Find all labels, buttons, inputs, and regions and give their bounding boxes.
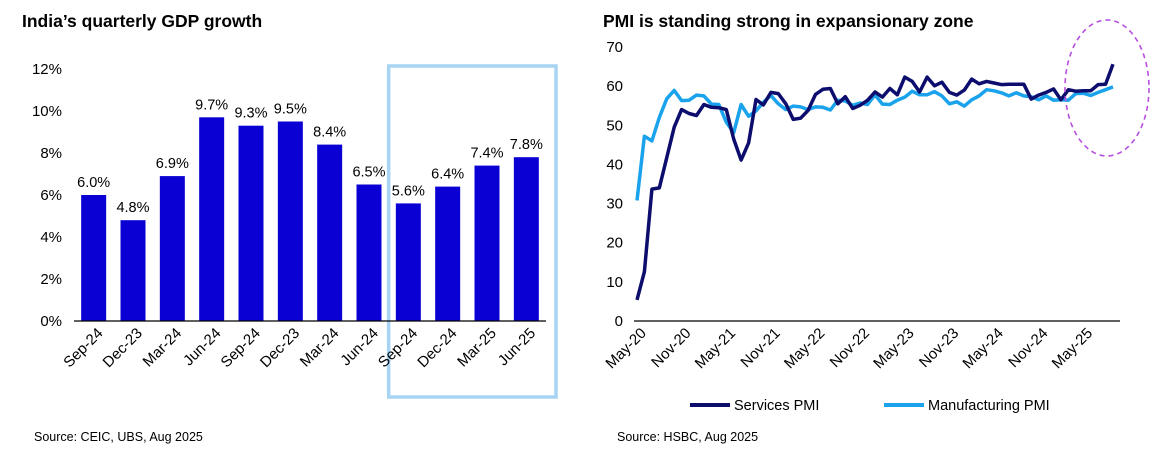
pmi-x-tick-label: Nov-22 bbox=[827, 325, 873, 371]
legend-label-manufacturing: Manufacturing PMI bbox=[928, 398, 1050, 414]
gdp-x-tick-label: Sep-24 bbox=[218, 325, 264, 371]
gdp-x-tick-label: Sep-24 bbox=[375, 325, 421, 371]
pmi-y-tick-label: 40 bbox=[606, 156, 623, 173]
services-pmi-line bbox=[635, 63, 1115, 301]
pmi-x-tick-label: May-20 bbox=[602, 325, 649, 372]
pmi-source-note: Source: HSBC, Aug 2025 bbox=[617, 430, 758, 444]
gdp-y-tick-label: 0% bbox=[40, 313, 62, 330]
manufacturing-pmi-line bbox=[635, 85, 1114, 201]
gdp-bar bbox=[435, 186, 461, 321]
pmi-highlight-circle bbox=[1064, 19, 1150, 157]
pmi-legend: Services PMI Manufacturing PMI bbox=[690, 398, 1050, 414]
gdp-data-label: 6.4% bbox=[431, 167, 464, 183]
gdp-data-label: 7.4% bbox=[470, 146, 503, 162]
gdp-data-label: 9.3% bbox=[234, 106, 267, 122]
pmi-x-tick-label: Nov-21 bbox=[737, 325, 783, 371]
pmi-x-tick-label: May-21 bbox=[692, 325, 739, 372]
pmi-y-axis: 0 10 20 30 40 50 60 70 bbox=[606, 39, 623, 330]
gdp-x-axis-labels: Sep-24Dec-23Mar-24Jun-24Sep-24Dec-23Mar-… bbox=[60, 325, 539, 371]
pmi-x-tick-label: May-24 bbox=[959, 325, 1006, 372]
pmi-x-tick-label: May-25 bbox=[1049, 325, 1096, 372]
gdp-x-tick-label: Mar-24 bbox=[140, 325, 186, 371]
gdp-bar bbox=[81, 195, 107, 321]
pmi-x-axis-labels: May-20Nov-20May-21Nov-21May-22Nov-22May-… bbox=[602, 325, 1096, 372]
gdp-data-label: 6.0% bbox=[77, 175, 110, 191]
gdp-data-label: 6.5% bbox=[352, 165, 385, 181]
gdp-y-axis: 0% 2% 4% 6% 8% 10% 12% bbox=[32, 61, 62, 330]
gdp-bar bbox=[317, 144, 343, 321]
gdp-chart-title: India’s quarterly GDP growth bbox=[22, 11, 262, 31]
gdp-bar bbox=[395, 203, 421, 321]
pmi-y-tick-label: 0 bbox=[615, 313, 623, 330]
gdp-x-tick-label: Jun-24 bbox=[180, 325, 224, 369]
gdp-x-tick-label: Mar-24 bbox=[297, 325, 343, 371]
gdp-bar bbox=[474, 165, 500, 321]
gdp-bar bbox=[120, 220, 146, 321]
gdp-x-tick-label: Sep-24 bbox=[60, 325, 106, 371]
pmi-x-tick-label: May-22 bbox=[781, 325, 828, 372]
gdp-highlight-group bbox=[386, 64, 558, 399]
pmi-y-tick-label: 10 bbox=[606, 274, 623, 291]
legend-label-services: Services PMI bbox=[734, 398, 819, 414]
gdp-y-tick-label: 6% bbox=[40, 187, 62, 204]
pmi-x-tick-label: Nov-24 bbox=[1005, 325, 1051, 371]
pmi-x-tick-label: May-23 bbox=[870, 325, 917, 372]
pmi-y-tick-label: 70 bbox=[606, 39, 623, 56]
gdp-x-tick-label: Dec-23 bbox=[100, 325, 146, 371]
gdp-bar bbox=[199, 117, 225, 321]
pmi-lines bbox=[635, 63, 1115, 301]
pmi-y-tick-label: 30 bbox=[606, 196, 623, 213]
gdp-x-tick-label: Jun-25 bbox=[495, 325, 539, 369]
gdp-bar bbox=[513, 157, 539, 321]
gdp-data-label: 7.8% bbox=[510, 137, 543, 153]
gdp-data-label: 8.4% bbox=[313, 125, 346, 141]
pmi-x-tick-label: Nov-23 bbox=[916, 325, 962, 371]
gdp-y-tick-label: 12% bbox=[32, 61, 62, 78]
gdp-chart: India’s quarterly GDP growth 0% 2% 4% 6% 8% 1… bbox=[22, 11, 558, 444]
pmi-chart: PMI is standing strong in expansionary z… bbox=[602, 11, 1150, 444]
gdp-y-tick-label: 4% bbox=[40, 229, 62, 246]
gdp-x-tick-label: Jun-24 bbox=[337, 325, 381, 369]
gdp-bar bbox=[356, 184, 382, 321]
gdp-x-tick-label: Dec-24 bbox=[414, 325, 460, 371]
gdp-data-label: 5.6% bbox=[392, 183, 425, 199]
gdp-x-tick-label: Mar-25 bbox=[454, 325, 500, 371]
gdp-x-tick-label: Dec-23 bbox=[257, 325, 303, 371]
pmi-y-tick-label: 50 bbox=[606, 117, 623, 134]
gdp-source-note: Source: CEIC, UBS, Aug 2025 bbox=[34, 430, 203, 444]
gdp-data-label: 9.7% bbox=[195, 97, 228, 113]
gdp-bar bbox=[238, 125, 264, 321]
gdp-data-label: 9.5% bbox=[274, 102, 307, 118]
gdp-data-label: 4.8% bbox=[116, 200, 149, 216]
pmi-y-tick-label: 60 bbox=[606, 78, 623, 95]
pmi-y-tick-label: 20 bbox=[606, 235, 623, 252]
gdp-bar bbox=[277, 121, 303, 321]
gdp-bar bbox=[159, 176, 185, 321]
gdp-y-tick-label: 2% bbox=[40, 271, 62, 288]
pmi-x-tick-label: Nov-20 bbox=[648, 325, 694, 371]
gdp-bars: 6.0% 4.8% 6.9% 9.7% 9.3% 9.5% 8.4% 6.5% 5.6% 6.4%… bbox=[77, 97, 543, 321]
gdp-y-tick-label: 10% bbox=[32, 103, 62, 120]
gdp-highlight-box bbox=[386, 64, 558, 399]
gdp-y-tick-label: 8% bbox=[40, 145, 62, 162]
gdp-data-label: 6.9% bbox=[156, 156, 189, 172]
pmi-chart-title: PMI is standing strong in expansionary z… bbox=[603, 11, 974, 31]
pmi-annotation bbox=[1064, 19, 1150, 157]
